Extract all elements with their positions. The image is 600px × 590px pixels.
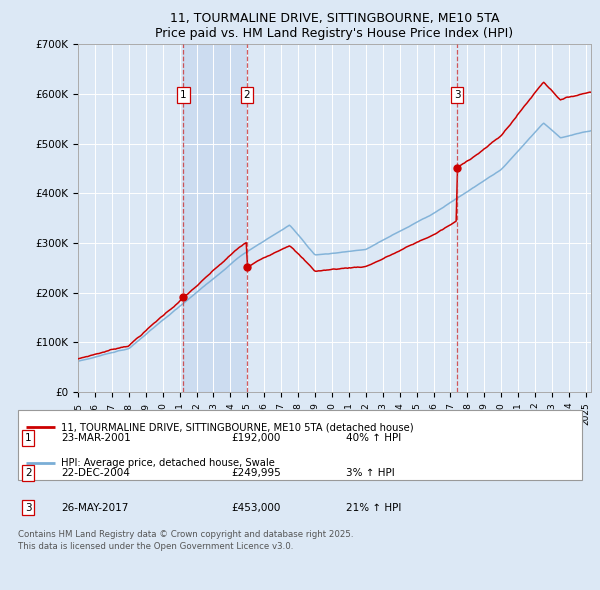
Text: 1: 1: [25, 433, 31, 443]
Text: 11, TOURMALINE DRIVE, SITTINGBOURNE, ME10 5TA (detached house): 11, TOURMALINE DRIVE, SITTINGBOURNE, ME1…: [61, 422, 413, 432]
FancyBboxPatch shape: [18, 410, 582, 480]
Text: £453,000: £453,000: [231, 503, 280, 513]
Text: 1: 1: [180, 90, 187, 100]
Text: HPI: Average price, detached house, Swale: HPI: Average price, detached house, Swal…: [61, 458, 275, 468]
Text: £249,995: £249,995: [231, 468, 281, 478]
Text: £192,000: £192,000: [231, 433, 280, 443]
Bar: [184, 44, 247, 392]
Text: 40% ↑ HPI: 40% ↑ HPI: [346, 433, 401, 443]
Text: 2: 2: [244, 90, 250, 100]
Text: Contains HM Land Registry data © Crown copyright and database right 2025.
This d: Contains HM Land Registry data © Crown c…: [18, 530, 353, 551]
Title: 11, TOURMALINE DRIVE, SITTINGBOURNE, ME10 5TA
Price paid vs. HM Land Registry's : 11, TOURMALINE DRIVE, SITTINGBOURNE, ME1…: [155, 12, 514, 40]
Text: 22-DEC-2004: 22-DEC-2004: [61, 468, 130, 478]
Text: 2: 2: [25, 468, 31, 478]
Text: 26-MAY-2017: 26-MAY-2017: [61, 503, 128, 513]
Text: 21% ↑ HPI: 21% ↑ HPI: [346, 503, 401, 513]
Text: 3: 3: [25, 503, 31, 513]
Text: 3% ↑ HPI: 3% ↑ HPI: [346, 468, 395, 478]
Text: 3: 3: [454, 90, 460, 100]
Text: 23-MAR-2001: 23-MAR-2001: [61, 433, 131, 443]
